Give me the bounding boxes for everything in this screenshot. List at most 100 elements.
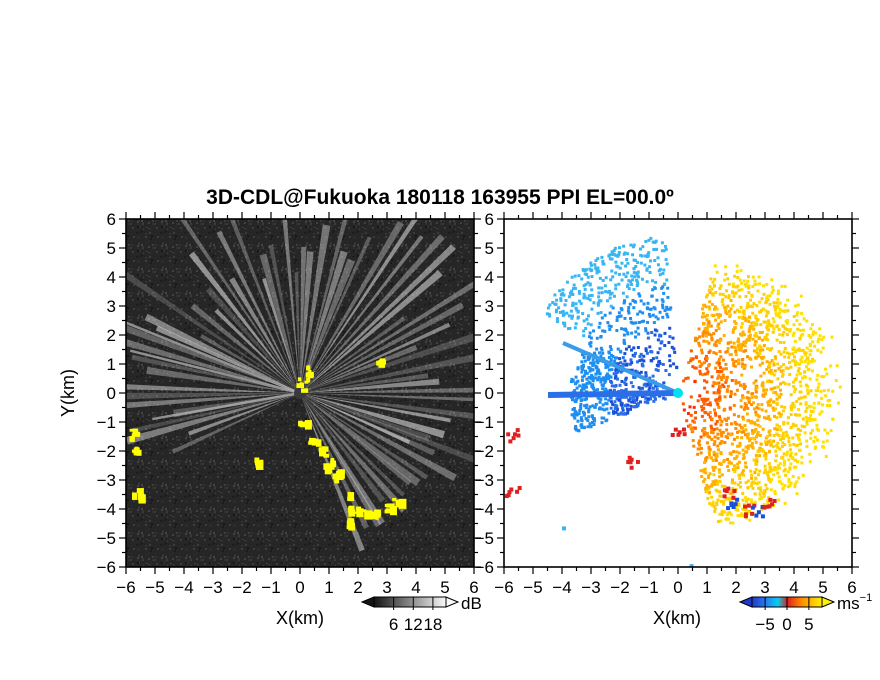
clutter-cell: [676, 432, 681, 437]
clutter-cell: [629, 465, 634, 470]
velocity-cell: [803, 353, 807, 357]
velocity-cell: [746, 486, 750, 490]
velocity-cell: [698, 344, 702, 348]
velocity-cell: [797, 476, 801, 480]
colorbar-arrow-low: [738, 596, 753, 608]
velocity-cell: [616, 362, 620, 366]
velocity-cell: [631, 321, 635, 325]
velocity-cell: [566, 327, 570, 331]
velocity-cell: [733, 466, 737, 470]
velocity-cell: [632, 288, 636, 292]
velocity-cell: [821, 403, 825, 407]
velocity-cell: [590, 373, 594, 377]
colorbar-tick-label: −5: [755, 615, 774, 634]
velocity-cell: [711, 384, 715, 388]
velocity-cell: [710, 426, 714, 430]
velocity-cell: [768, 361, 772, 365]
velocity-cell: [825, 372, 829, 376]
velocity-cell: [658, 347, 662, 351]
velocity-cell: [805, 439, 809, 443]
velocity-cell: [778, 333, 782, 337]
velocity-cell: [610, 257, 614, 261]
velocity-cell: [787, 436, 791, 440]
velocity-cell: [795, 480, 799, 484]
velocity-cell: [609, 400, 613, 404]
velocity-cell: [656, 351, 660, 355]
velocity-cell: [768, 294, 772, 298]
velocity-cell: [734, 353, 738, 357]
velocity-cell: [741, 357, 745, 361]
velocity-cell: [765, 325, 769, 329]
velocity-cell: [603, 313, 607, 317]
velocity-cell: [797, 438, 801, 442]
velocity-cell: [711, 502, 715, 506]
velocity-cell: [805, 388, 809, 392]
clutter-cell: [673, 427, 678, 432]
velocity-cell: [731, 487, 735, 491]
velocity-cell: [791, 401, 795, 405]
velocity-cell: [660, 340, 664, 344]
velocity-cell: [751, 429, 755, 433]
velocity-cell: [738, 278, 742, 282]
velocity-cell: [579, 416, 583, 420]
chart-title: 3D-CDL@Fukuoka 180118 163955 PPI EL=00.0…: [206, 186, 674, 209]
velocity-cell: [646, 397, 650, 401]
intensity-beam: [300, 393, 435, 456]
velocity-cell: [603, 284, 607, 288]
velocity-cell: [804, 415, 808, 419]
velocity-cell: [767, 475, 771, 479]
velocity-cell: [774, 311, 778, 315]
velocity-cell: [634, 321, 638, 325]
velocity-cell: [723, 484, 727, 488]
velocity-cell: [618, 246, 622, 250]
velocity-cell: [768, 403, 772, 407]
velocity-cell: [722, 385, 726, 389]
velocity-cell: [554, 310, 558, 314]
velocity-cell: [717, 327, 721, 331]
velocity-cell: [789, 481, 793, 485]
intensity-plot-area: [126, 219, 474, 567]
velocity-cell: [653, 286, 657, 290]
velocity-cell: [830, 335, 834, 339]
velocity-cell: [729, 433, 733, 437]
colorbar-cell: [401, 597, 404, 607]
velocity-cell: [713, 277, 717, 281]
velocity-cell: [753, 471, 757, 475]
velocity-cell: [752, 327, 756, 331]
velocity-cell: [704, 487, 708, 491]
velocity-cell: [721, 373, 725, 377]
clutter-cell: [733, 502, 738, 507]
velocity-cell: [636, 261, 640, 265]
velocity-cell: [764, 483, 768, 487]
velocity-cell: [799, 358, 803, 362]
velocity-cell: [781, 434, 785, 438]
velocity-cell: [722, 502, 726, 506]
velocity-cell: [719, 338, 723, 342]
velocity-cell: [754, 453, 758, 457]
velocity-cell: [621, 362, 625, 366]
velocity-cell: [716, 376, 720, 380]
velocity-cell: [615, 407, 619, 411]
velocity-cell: [607, 356, 611, 360]
velocity-cell: [708, 411, 712, 415]
velocity-cell: [633, 300, 637, 304]
velocity-cell: [737, 414, 741, 418]
velocity-cell: [713, 307, 717, 311]
velocity-cell: [664, 247, 668, 251]
velocity-cell: [610, 384, 614, 388]
velocity-cell: [725, 428, 729, 432]
velocity-cell: [783, 405, 787, 409]
velocity-cell: [747, 319, 751, 323]
velocity-cell: [717, 374, 721, 378]
velocity-cell: [756, 289, 760, 293]
velocity-cell: [756, 449, 760, 453]
velocity-cell: [696, 447, 700, 451]
colorbar-cell: [388, 597, 391, 607]
velocity-cell: [620, 327, 624, 331]
velocity-cell: [762, 343, 766, 347]
velocity-cell: [631, 245, 635, 249]
velocity-cell: [755, 351, 759, 355]
velocity-cell: [712, 351, 716, 355]
clutter-cell: [743, 512, 748, 517]
velocity-cell: [799, 396, 803, 400]
